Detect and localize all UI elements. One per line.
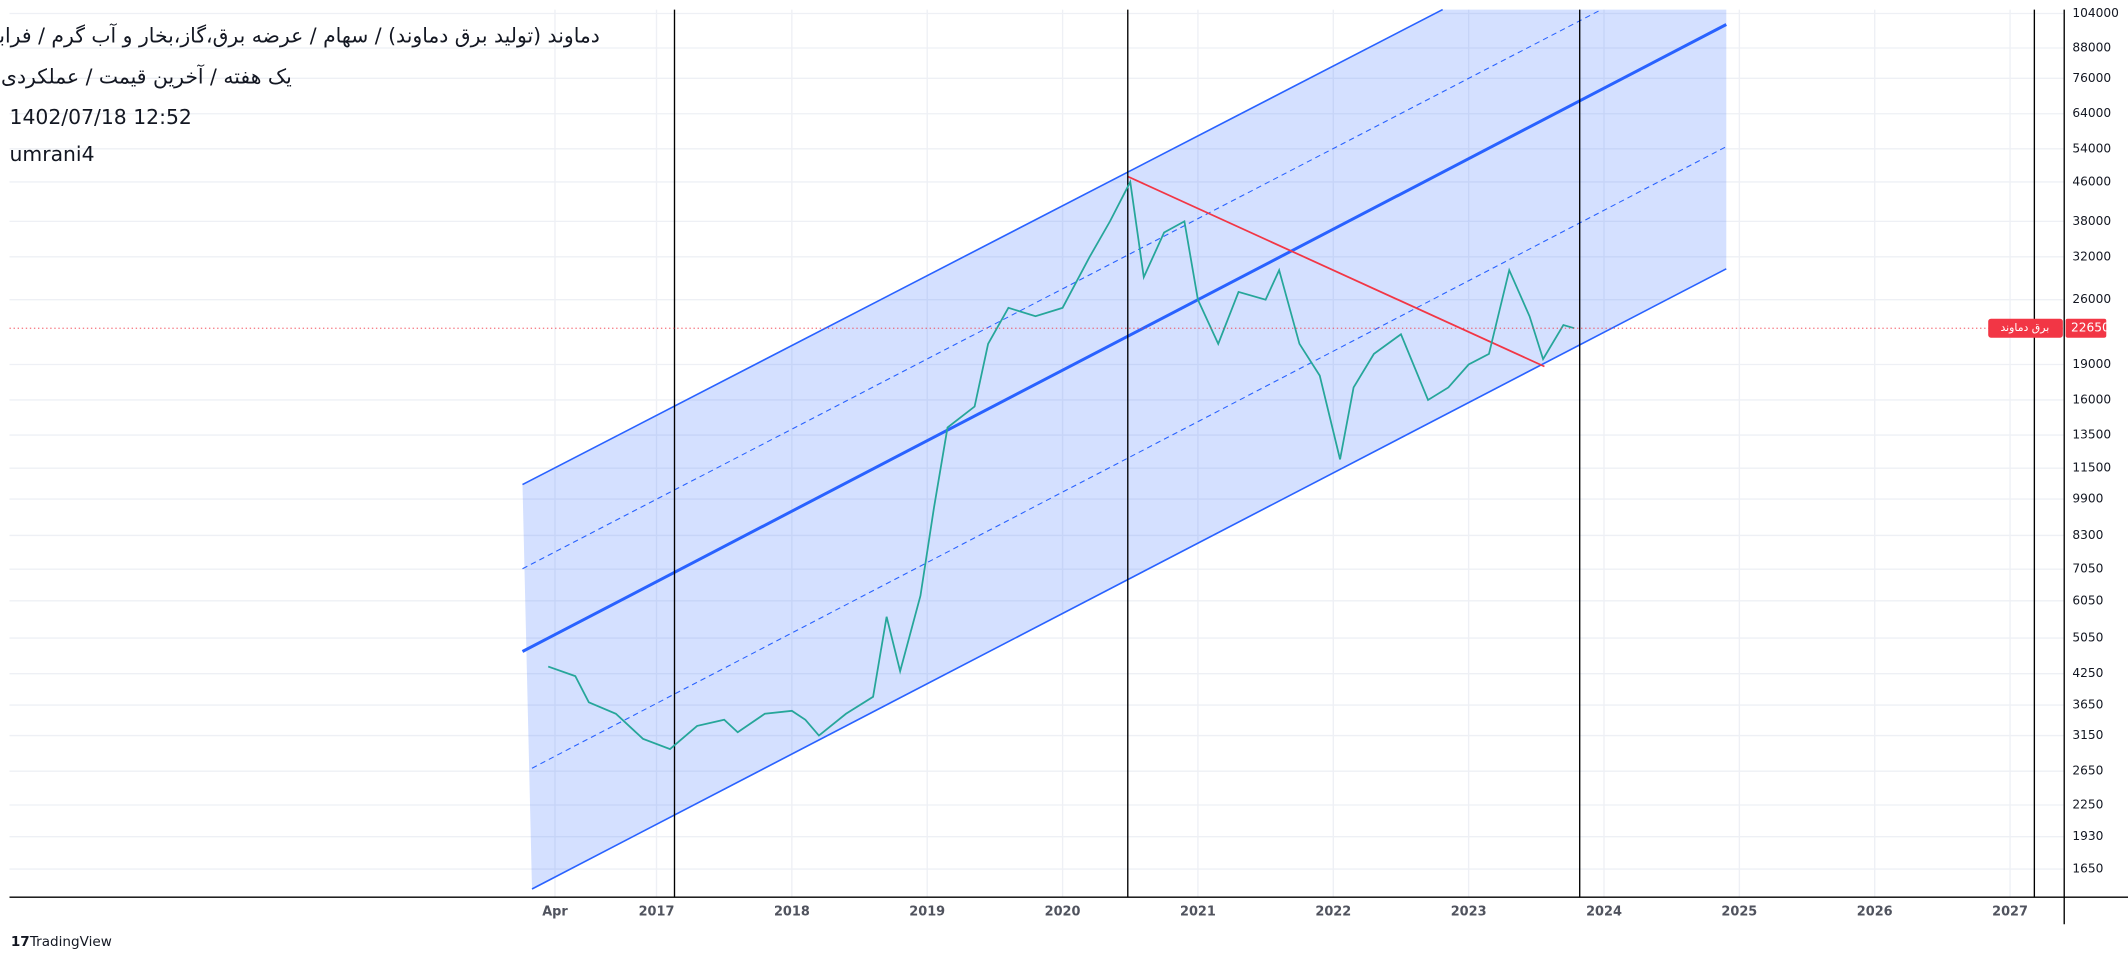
y-tick-label: 104000 — [2072, 6, 2119, 20]
x-tick-label: 2017 — [639, 905, 675, 920]
x-tick-label: 2019 — [909, 905, 945, 920]
y-tick-label: 11500 — [2072, 461, 2111, 475]
channel-lower — [531, 268, 1727, 890]
y-tick-label: 13500 — [2072, 428, 2111, 442]
grid — [9, 9, 2065, 898]
author: umrani4 — [10, 142, 95, 166]
y-tick-label: 64000 — [2072, 106, 2111, 120]
channel-upper — [522, 8, 1444, 486]
y-tick-label: 3650 — [2072, 698, 2103, 712]
x-tick-label: 2022 — [1315, 905, 1351, 920]
y-tick-label: 8300 — [2072, 528, 2103, 542]
channel-fill — [522, 9, 1727, 890]
trend-line — [1127, 175, 1545, 368]
channel-mid — [521, 23, 1727, 653]
y-tick-label: 2650 — [2072, 764, 2103, 778]
y-tick-label: 7050 — [2072, 562, 2103, 576]
plot — [9, 179, 2065, 751]
y-tick-label: 6050 — [2072, 593, 2103, 607]
y-tick-label: 16000 — [2072, 392, 2111, 406]
x-tick-label: 2020 — [1045, 905, 1081, 920]
brand-logo: 17 — [11, 934, 30, 950]
x-tick-label: Apr — [542, 905, 568, 920]
y-tick-label: 19000 — [2072, 357, 2111, 371]
channel-dash-lower — [531, 146, 1727, 769]
y-tick-label: 46000 — [2072, 174, 2111, 188]
y-tick-label: 76000 — [2072, 71, 2111, 85]
x-tick-label: 2023 — [1451, 905, 1487, 920]
x-tick-label: 2021 — [1180, 905, 1216, 920]
x-tick-label: 2025 — [1721, 905, 1757, 920]
y-tick-label: 4250 — [2072, 666, 2103, 680]
chart-title: دماوند (تولید برق دماوند) / سهام / عرضه … — [0, 23, 600, 48]
y-tick-label: 26000 — [2072, 292, 2111, 306]
series-name-label: برق دماوند — [2000, 321, 2049, 334]
y-tick-label: 32000 — [2072, 249, 2111, 263]
y-tick-label: 38000 — [2072, 214, 2111, 228]
price-line — [547, 179, 1575, 751]
chart-subtitle: یک هفته / آخرین قیمت / عملکردی — [1, 63, 292, 88]
x-tick-label: 2026 — [1857, 905, 1893, 920]
y-tick-label: 5050 — [2072, 631, 2103, 645]
y-tick-label: 2250 — [2072, 797, 2103, 811]
last-price-label: 22650 — [2071, 321, 2110, 335]
x-tick-label: 2024 — [1586, 905, 1622, 920]
y-tick-label: 9900 — [2072, 492, 2103, 506]
y-tick-label: 3150 — [2072, 728, 2103, 742]
x-tick-label: 2027 — [1992, 905, 2028, 920]
series-name-badge — [1988, 318, 2063, 338]
x-tick-label: 2018 — [774, 905, 810, 920]
timestamp: 1402/07/18 12:52 — [10, 105, 192, 129]
y-tick-label: 54000 — [2072, 141, 2111, 155]
y-tick-label: 1930 — [2072, 829, 2103, 843]
y-tick-label: 1650 — [2072, 862, 2103, 876]
last-price-badge — [2065, 318, 2107, 338]
channel-dash-upper — [522, 9, 1602, 570]
brand: TradingView — [29, 934, 112, 950]
y-tick-label: 88000 — [2072, 40, 2111, 54]
